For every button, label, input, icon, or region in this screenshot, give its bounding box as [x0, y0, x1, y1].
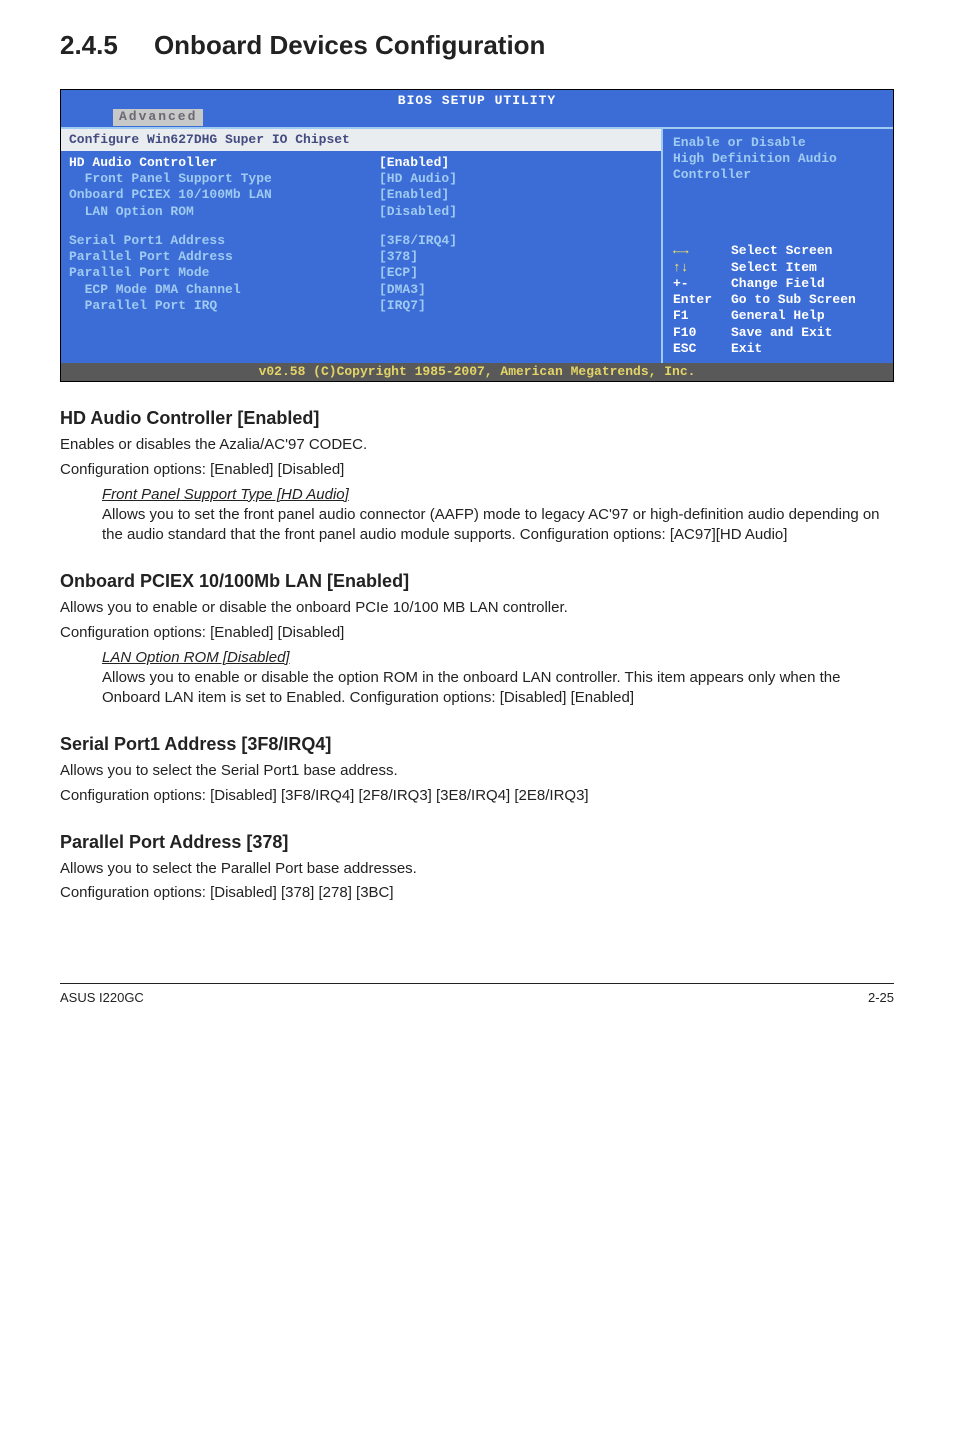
body-text: Allows you to select the Parallel Port b… — [60, 859, 894, 879]
heading-pciex: Onboard PCIEX 10/100Mb LAN [Enabled] — [60, 571, 894, 592]
bios-option-key: Parallel Port IRQ — [69, 298, 379, 314]
footer-left: ASUS I220GC — [60, 990, 144, 1005]
bios-nav-action: General Help — [731, 308, 825, 324]
bios-nav-action: Select Screen — [731, 243, 832, 259]
bios-option-row[interactable]: Onboard PCIEX 10/100Mb LAN[Enabled] — [69, 187, 653, 203]
bios-option-row[interactable]: LAN Option ROM[Disabled] — [69, 204, 653, 220]
bios-option-row[interactable]: Parallel Port Mode[ECP] — [69, 265, 653, 281]
bios-option-key: ECP Mode DMA Channel — [69, 282, 379, 298]
bios-option-key: Front Panel Support Type — [69, 171, 379, 187]
bios-option-value: [DMA3] — [379, 282, 426, 298]
body-text: Configuration options: [Enabled] [Disabl… — [60, 623, 894, 643]
bios-chipset-line: Configure Win627DHG Super IO Chipset — [61, 129, 661, 151]
heading-serial: Serial Port1 Address [3F8/IRQ4] — [60, 734, 894, 755]
bios-footer: v02.58 (C)Copyright 1985-2007, American … — [61, 363, 893, 381]
bios-nav-key: Enter — [673, 292, 731, 308]
bios-header-title: BIOS SETUP UTILITY — [61, 93, 893, 109]
indent-block: Front Panel Support Type [HD Audio] Allo… — [102, 486, 894, 546]
bios-right-pane: Enable or Disable High Definition Audio … — [663, 129, 893, 364]
sub-option-body: Allows you to enable or disable the opti… — [102, 668, 894, 709]
bios-help-line: Controller — [673, 167, 883, 183]
bios-option-value: [378] — [379, 249, 418, 265]
bios-option-key: Serial Port1 Address — [69, 233, 379, 249]
bios-tab-advanced[interactable]: Advanced — [113, 109, 203, 125]
body-text: Allows you to enable or disable the onbo… — [60, 598, 894, 618]
bios-option-row[interactable]: Front Panel Support Type[HD Audio] — [69, 171, 653, 187]
body-text: Enables or disables the Azalia/AC'97 COD… — [60, 435, 894, 455]
body-text: Configuration options: [Enabled] [Disabl… — [60, 460, 894, 480]
section-heading: Onboard Devices Configuration — [154, 30, 546, 60]
bios-nav-action: Change Field — [731, 276, 825, 292]
bios-option-key: LAN Option ROM — [69, 204, 379, 220]
bios-nav-row: Select Item — [673, 260, 883, 276]
bios-nav-row: F10Save and Exit — [673, 325, 883, 341]
bios-nav-key: F10 — [673, 325, 731, 341]
bios-nav-row: F1General Help — [673, 308, 883, 324]
sub-option-title: Front Panel Support Type [HD Audio] — [102, 486, 894, 503]
bios-nav: Select ScreenSelect Item+-Change FieldEn… — [673, 243, 883, 357]
bios-help-line: High Definition Audio — [673, 151, 883, 167]
bios-option-rows: HD Audio Controller[Enabled] Front Panel… — [61, 151, 661, 326]
bios-nav-key — [673, 260, 731, 276]
bios-option-key: Parallel Port Mode — [69, 265, 379, 281]
body-text: Configuration options: [Disabled] [378] … — [60, 883, 894, 903]
bios-nav-action: Select Item — [731, 260, 817, 276]
sub-option-body: Allows you to set the front panel audio … — [102, 505, 894, 546]
body-text: Allows you to select the Serial Port1 ba… — [60, 761, 894, 781]
bios-option-value: [Enabled] — [379, 155, 449, 171]
bios-help-text: Enable or Disable High Definition Audio … — [673, 135, 883, 184]
body-text: Configuration options: [Disabled] [3F8/I… — [60, 786, 894, 806]
bios-option-key: Onboard PCIEX 10/100Mb LAN — [69, 187, 379, 203]
bios-header: BIOS SETUP UTILITY Advanced — [61, 90, 893, 127]
bios-nav-action: Save and Exit — [731, 325, 832, 341]
bios-spacer — [69, 220, 653, 233]
bios-help-line: Enable or Disable — [673, 135, 883, 151]
bios-option-value: [Disabled] — [379, 204, 457, 220]
bios-nav-key: +- — [673, 276, 731, 292]
section-title: 2.4.5 Onboard Devices Configuration — [60, 30, 894, 61]
bios-option-row[interactable]: Serial Port1 Address[3F8/IRQ4] — [69, 233, 653, 249]
bios-nav-key — [673, 243, 731, 259]
bios-option-value: [ECP] — [379, 265, 418, 281]
sub-option-title: LAN Option ROM [Disabled] — [102, 649, 894, 666]
bios-option-row[interactable]: ECP Mode DMA Channel[DMA3] — [69, 282, 653, 298]
bios-option-value: [IRQ7] — [379, 298, 426, 314]
bios-option-row[interactable]: HD Audio Controller[Enabled] — [69, 155, 653, 171]
bios-nav-row: +-Change Field — [673, 276, 883, 292]
heading-parallel: Parallel Port Address [378] — [60, 832, 894, 853]
bios-nav-action: Go to Sub Screen — [731, 292, 856, 308]
bios-nav-row: EnterGo to Sub Screen — [673, 292, 883, 308]
bios-body: Configure Win627DHG Super IO Chipset HD … — [61, 127, 893, 364]
bios-nav-key: ESC — [673, 341, 731, 357]
bios-option-row[interactable]: Parallel Port Address[378] — [69, 249, 653, 265]
page-footer: ASUS I220GC 2-25 — [60, 983, 894, 1005]
bios-option-value: [HD Audio] — [379, 171, 457, 187]
bios-option-value: [Enabled] — [379, 187, 449, 203]
bios-nav-row: Select Screen — [673, 243, 883, 259]
bios-left-pane: Configure Win627DHG Super IO Chipset HD … — [61, 129, 663, 364]
bios-nav-action: Exit — [731, 341, 762, 357]
bios-option-key: HD Audio Controller — [69, 155, 379, 171]
section-number: 2.4.5 — [60, 30, 118, 60]
bios-nav-row: ESCExit — [673, 341, 883, 357]
heading-hd-audio: HD Audio Controller [Enabled] — [60, 408, 894, 429]
bios-option-row[interactable]: Parallel Port IRQ[IRQ7] — [69, 298, 653, 314]
bios-nav-key: F1 — [673, 308, 731, 324]
footer-right: 2-25 — [868, 990, 894, 1005]
bios-window: BIOS SETUP UTILITY Advanced Configure Wi… — [60, 89, 894, 382]
bios-option-value: [3F8/IRQ4] — [379, 233, 457, 249]
bios-option-key: Parallel Port Address — [69, 249, 379, 265]
indent-block: LAN Option ROM [Disabled] Allows you to … — [102, 649, 894, 709]
